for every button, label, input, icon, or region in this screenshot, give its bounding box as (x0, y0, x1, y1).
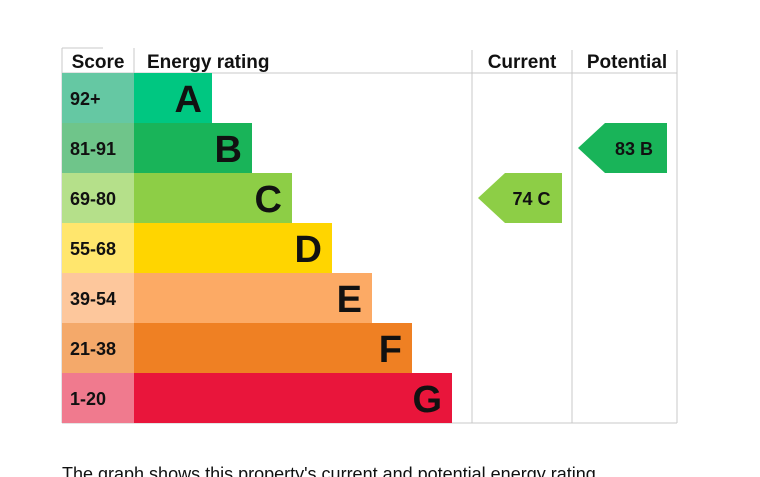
score-label-c: 69-80 (70, 189, 116, 209)
potential-header: Potential (587, 52, 667, 73)
band-letter-g: G (412, 379, 442, 421)
score-cell-b (62, 123, 134, 173)
band-letter-e: E (337, 279, 362, 321)
band-bar-a (134, 73, 212, 123)
current-rating-label: 74 C (512, 189, 550, 209)
score-cell-g (62, 373, 134, 423)
band-bar-f (134, 323, 412, 373)
band-bar-c (134, 173, 292, 223)
score-label-b: 81-91 (70, 139, 116, 159)
score-label-a: 92+ (70, 89, 101, 109)
score-cell-d (62, 223, 134, 273)
chart-headers: Score Energy rating Current Potential (72, 52, 668, 73)
score-label-e: 39-54 (70, 289, 116, 309)
score-label-f: 21-38 (70, 339, 116, 359)
band-letter-c: C (255, 179, 282, 221)
band-letter-f: F (379, 329, 402, 371)
rating-bands: 92+ A 81-91 B 69-80 C 55-68 D 39-54 E 21-38 F 1-20 G (62, 73, 452, 423)
score-header: Score (72, 52, 125, 73)
current-header: Current (488, 52, 557, 73)
band-bar-b (134, 123, 252, 173)
band-bar-g (134, 373, 452, 423)
band-letter-a: A (175, 79, 202, 121)
score-cell-e (62, 273, 134, 323)
energy-rating-header: Energy rating (147, 52, 269, 73)
current-rating-arrow (478, 173, 562, 223)
score-cell-c (62, 173, 134, 223)
rating-flags: 74 C 83 B (478, 123, 667, 223)
band-bar-d (134, 223, 332, 273)
band-letter-d: D (295, 229, 322, 271)
score-label-d: 55-68 (70, 239, 116, 259)
score-cell-a (62, 73, 134, 123)
band-bar-e (134, 273, 372, 323)
potential-rating-label: 83 B (615, 139, 653, 159)
potential-rating-arrow (578, 123, 667, 173)
chart-caption: The graph shows this property's current … (62, 464, 601, 477)
score-cell-f (62, 323, 134, 373)
band-letter-b: B (215, 129, 242, 171)
score-label-g: 1-20 (70, 389, 106, 409)
